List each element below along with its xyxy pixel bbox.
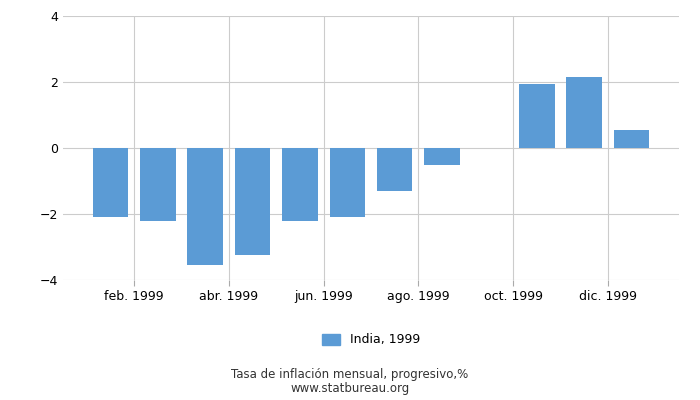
Bar [140,148,176,221]
Legend: India, 1999: India, 1999 [316,328,426,352]
Bar [566,77,602,148]
Bar [330,148,365,217]
Bar [188,148,223,265]
Bar [424,148,460,164]
Bar [519,84,554,148]
Bar [282,148,318,221]
Text: www.statbureau.org: www.statbureau.org [290,382,410,395]
Bar [234,148,270,255]
Bar [614,130,650,148]
Bar [377,148,412,191]
Bar [92,148,128,217]
Text: Tasa de inflación mensual, progresivo,%: Tasa de inflación mensual, progresivo,% [232,368,468,381]
